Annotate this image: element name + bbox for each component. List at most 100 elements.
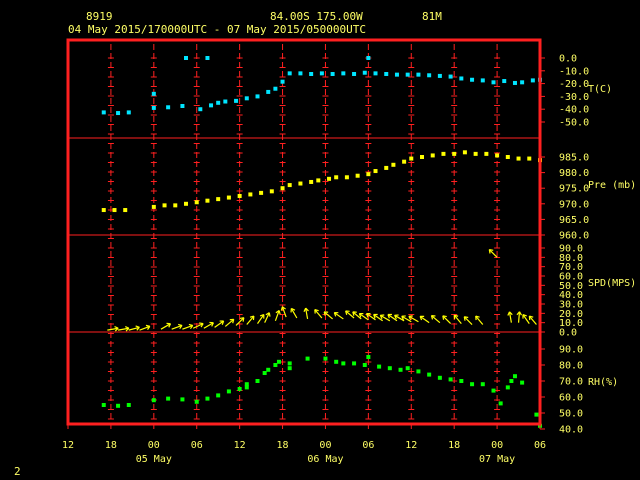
station-position: 84.00S 175.00W — [270, 10, 363, 23]
y-tick-label: -10.0 — [559, 66, 589, 77]
y-tick-label: 90.0 — [559, 244, 583, 255]
y-tick-label: 30.0 — [559, 300, 583, 311]
data-point — [151, 204, 156, 209]
x-tick-label: 00 — [319, 440, 331, 451]
wind-arrow — [358, 312, 369, 321]
wind-arrow — [314, 308, 323, 319]
data-point — [398, 367, 403, 372]
data-point — [498, 401, 503, 406]
data-point — [459, 76, 464, 81]
x-date-label: 06 May — [307, 454, 343, 465]
y-tick-label: -50.0 — [559, 118, 589, 129]
data-point — [427, 372, 432, 377]
data-point — [244, 96, 249, 101]
data-point — [344, 175, 349, 180]
y-tick-label: 985.0 — [559, 153, 589, 164]
data-point — [362, 70, 367, 75]
data-point — [448, 377, 453, 382]
data-point — [166, 396, 171, 401]
wind-arrow — [488, 248, 498, 258]
y-tick-label: 80.0 — [559, 253, 583, 264]
data-point — [101, 403, 106, 407]
wind-arrow — [387, 313, 398, 322]
wind-arrow — [522, 314, 530, 324]
data-point — [298, 71, 303, 76]
data-point — [373, 169, 378, 174]
data-point — [248, 192, 253, 197]
y-tick-label: 965.0 — [559, 215, 589, 226]
wind-arrow — [352, 311, 362, 320]
data-point — [234, 98, 239, 103]
x-tick-label: 12 — [234, 440, 246, 451]
wind-arrow — [182, 323, 194, 330]
y-tick-label: 970.0 — [559, 199, 589, 210]
y-tick-label: 975.0 — [559, 184, 589, 195]
data-point — [448, 74, 453, 79]
data-point — [334, 175, 339, 180]
data-point — [384, 72, 389, 76]
wind-arrow — [235, 317, 245, 326]
wind-arrow — [365, 312, 376, 321]
panel-label: SPD(MPS) — [588, 278, 636, 289]
data-point — [151, 105, 156, 110]
data-point — [366, 355, 371, 359]
data-point — [430, 153, 435, 158]
data-point — [505, 385, 510, 390]
wind-arrow — [171, 323, 183, 330]
y-tick-label: 20.0 — [559, 309, 583, 320]
x-tick-label: 12 — [405, 440, 417, 451]
wind-arrow — [394, 314, 405, 322]
data-point — [126, 110, 131, 115]
x-date-label: 05 May — [136, 454, 172, 465]
data-point — [319, 71, 324, 76]
wind-arrow — [345, 310, 355, 319]
wind-arrow — [507, 311, 513, 323]
data-point — [427, 73, 432, 78]
data-point — [184, 201, 188, 206]
data-point — [462, 150, 467, 155]
data-point — [470, 77, 475, 82]
data-point — [437, 375, 442, 380]
wind-arrow — [274, 309, 281, 322]
data-layer — [101, 56, 542, 428]
data-point — [216, 393, 221, 398]
data-point — [341, 71, 346, 76]
wind-arrow — [280, 306, 287, 318]
data-point — [534, 412, 539, 417]
y-tick-label: -30.0 — [559, 92, 589, 103]
y-tick-label: 960.0 — [559, 231, 589, 242]
data-point — [373, 71, 378, 76]
data-point — [437, 73, 442, 78]
data-point — [520, 80, 525, 85]
x-tick-label: 06 — [362, 440, 374, 451]
plot-frame — [66, 38, 542, 426]
data-point — [269, 189, 274, 194]
wind-arrow — [214, 320, 225, 328]
data-point — [402, 159, 407, 164]
data-point — [237, 387, 242, 391]
wind-arrow — [160, 322, 172, 330]
data-point — [205, 396, 210, 401]
y-tick-label: 980.0 — [559, 168, 589, 179]
wind-arrow — [419, 315, 430, 324]
x-tick-label: 06 — [191, 440, 203, 451]
data-point — [101, 110, 106, 115]
data-point — [216, 100, 221, 105]
data-point — [223, 99, 228, 104]
y-tick-label: -20.0 — [559, 79, 589, 90]
data-point — [520, 380, 525, 385]
y-tick-label: 60.0 — [559, 393, 583, 404]
data-point — [216, 197, 221, 202]
wind-arrow — [463, 316, 473, 325]
wind-arrow — [224, 318, 235, 327]
data-point — [162, 203, 167, 208]
wind-arrow — [408, 315, 419, 323]
x-tick-label: 12 — [62, 440, 74, 451]
data-point — [502, 79, 507, 84]
data-point — [209, 103, 214, 108]
y-tick-label: 40.0 — [559, 290, 583, 301]
data-point — [334, 359, 339, 364]
data-point — [452, 151, 457, 156]
wind-arrow — [264, 312, 271, 323]
data-point — [495, 153, 500, 158]
